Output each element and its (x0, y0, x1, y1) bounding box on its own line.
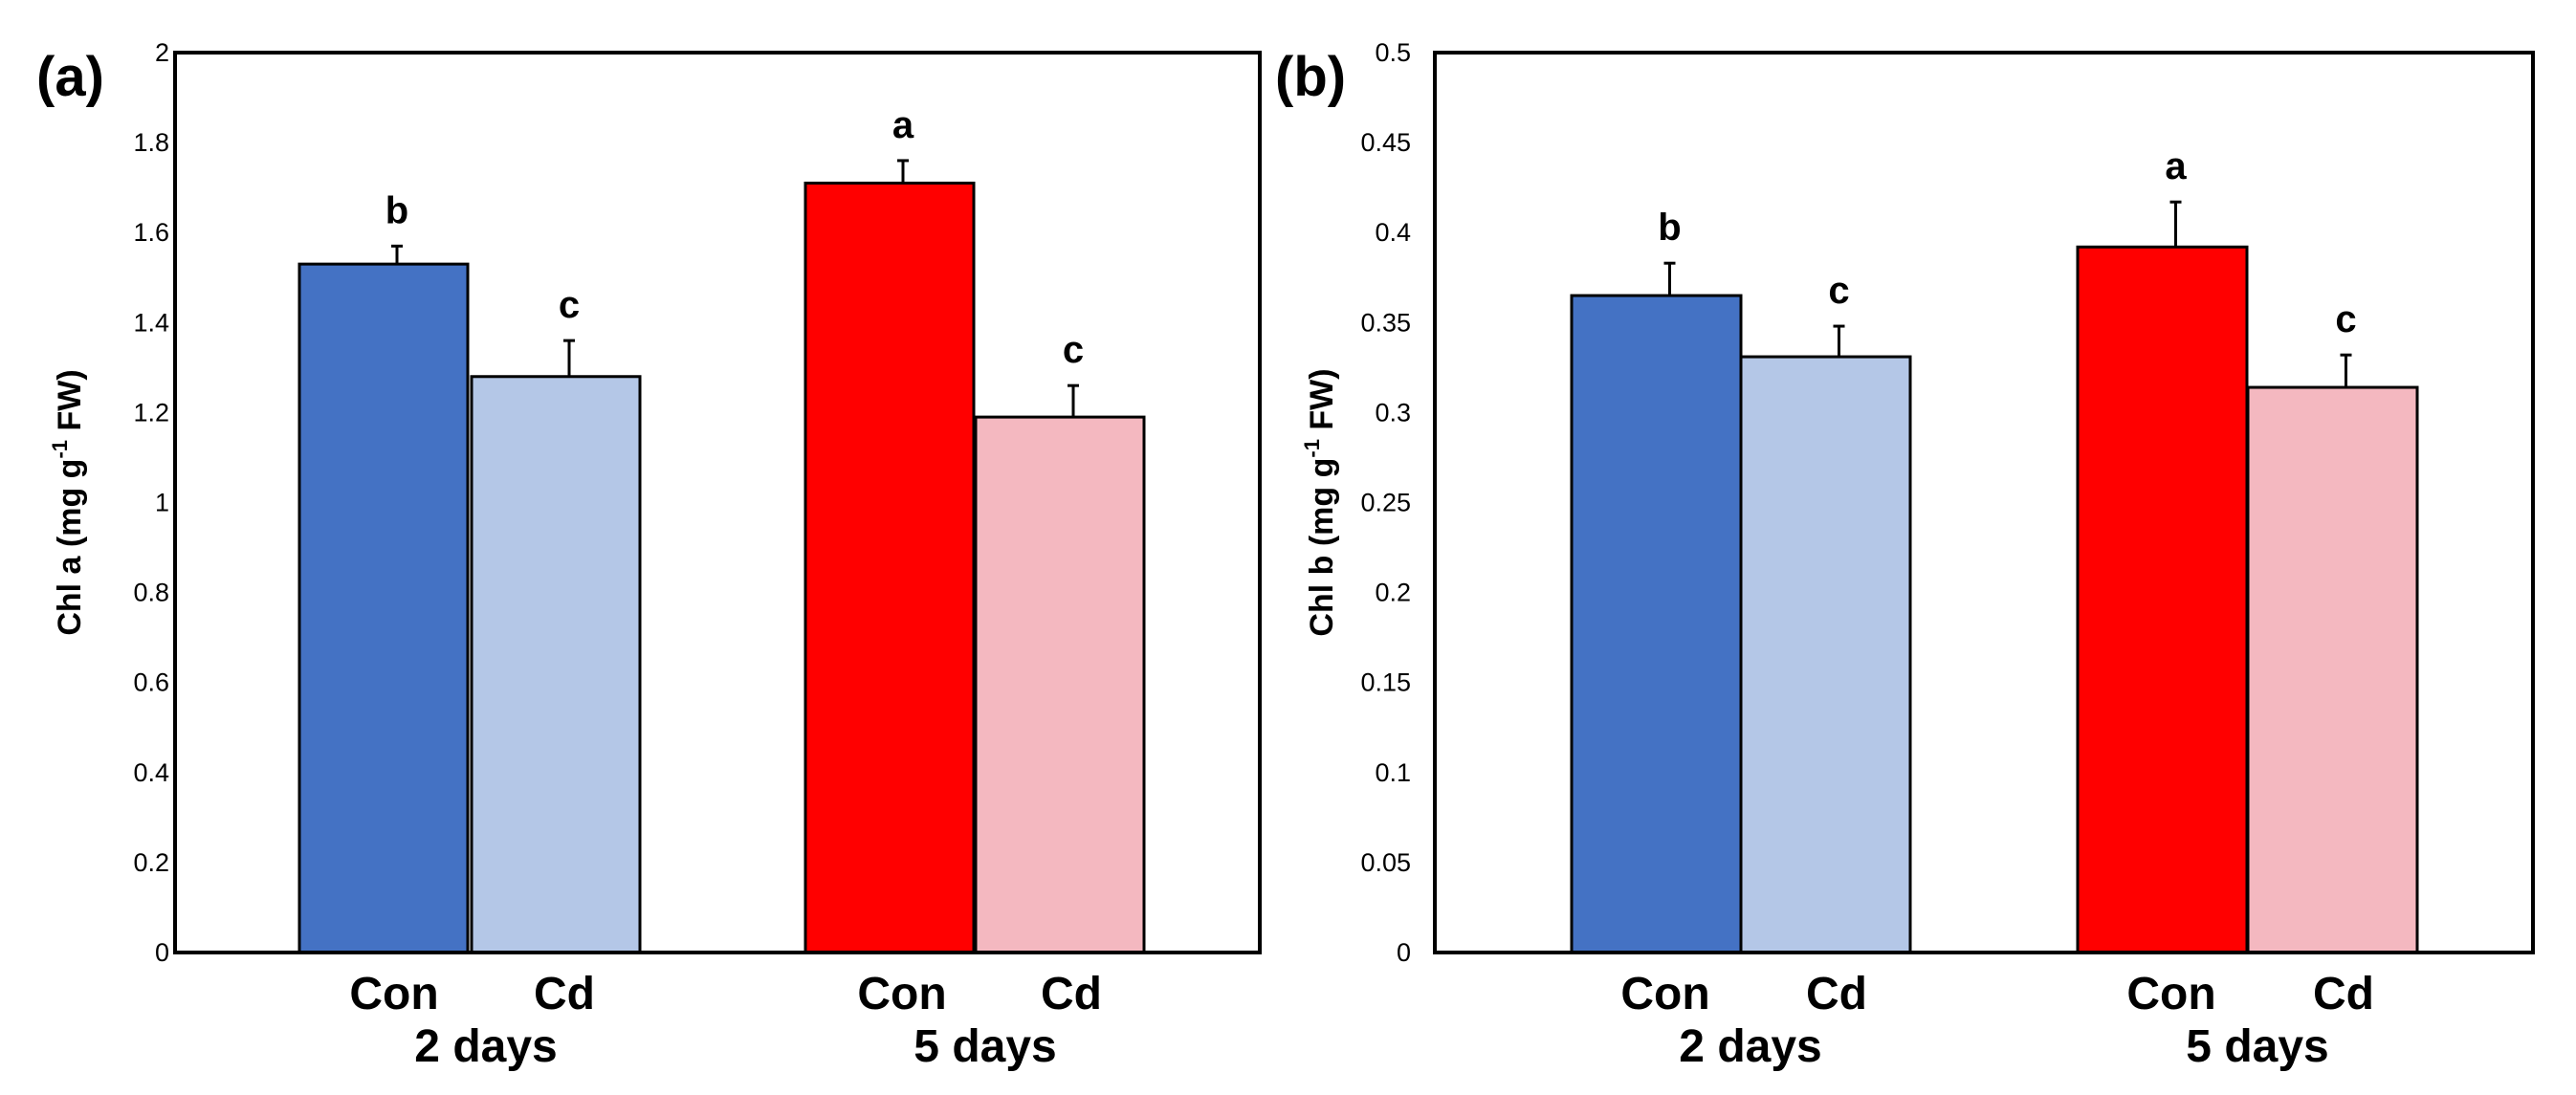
y-tick-label: 0 (1397, 938, 1411, 967)
significance-letter: c (2335, 298, 2356, 340)
category-label: Con (2126, 969, 2215, 1019)
category-label: Con (1620, 969, 1709, 1019)
y-axis-label-superscript: -1 (1300, 439, 1324, 458)
category-label: Con (349, 969, 438, 1019)
y-tick-label: 0.25 (1360, 489, 1411, 517)
y-tick-label: 0.2 (1375, 579, 1411, 607)
significance-letter: c (1828, 270, 1849, 312)
bar-2-days-cd (470, 375, 642, 954)
plot-frame (173, 51, 1262, 954)
y-axis-label-text-end: FW) (1304, 368, 1340, 439)
significance-letter: c (1063, 329, 1084, 371)
group-label: 5 days (914, 1021, 1056, 1072)
y-tick-label: 0.4 (1375, 218, 1411, 247)
y-tick-label: 2 (155, 38, 169, 67)
panel-label: (b) (1275, 46, 1346, 108)
category-label: Cd (2313, 969, 2374, 1019)
y-axis-label-text: Chl a (mg g (52, 459, 88, 636)
bar-5-days-con (804, 181, 976, 954)
bar-2-days-con (1570, 294, 1743, 954)
y-tick-label: 0 (155, 938, 169, 967)
y-axis-label: Chl b (mg g-1 FW) (1300, 368, 1340, 636)
plot-frame (1433, 51, 2535, 954)
y-tick-label: 1.4 (133, 308, 169, 337)
significance-letter: a (892, 104, 914, 146)
y-axis-label-text: Chl b (mg g (1304, 458, 1340, 637)
category-label: Cd (1806, 969, 1867, 1019)
y-tick-label: 1 (155, 489, 169, 517)
y-tick-label: 0.4 (133, 758, 169, 787)
y-tick-label: 0.15 (1360, 668, 1411, 697)
category-label: Con (857, 969, 946, 1019)
y-axis-label-superscript: -1 (48, 440, 72, 459)
significance-letter: c (559, 284, 580, 326)
panel-label: (a) (36, 46, 104, 108)
bar-5-days-cd (2246, 385, 2419, 954)
y-axis-label: Chl a (mg g-1 FW) (48, 369, 88, 635)
y-tick-label: 0.8 (133, 579, 169, 607)
y-tick-label: 0.05 (1360, 848, 1411, 877)
group-label: 2 days (414, 1021, 557, 1072)
y-tick-label: 0.5 (1375, 38, 1411, 67)
y-axis-label-text-end: FW) (52, 369, 88, 440)
y-tick-label: 1.6 (133, 218, 169, 247)
y-tick-label: 1.2 (133, 398, 169, 427)
category-label: Cd (1041, 969, 1102, 1019)
category-label: Cd (534, 969, 595, 1019)
y-tick-label: 0.45 (1360, 128, 1411, 157)
y-tick-label: 0.6 (133, 668, 169, 697)
bar-5-days-cd (974, 415, 1146, 954)
y-tick-label: 1.8 (133, 128, 169, 157)
chart-panel-a: (a) 0 0.2 0.4 0.6 0.8 1 1.2 1.4 1.6 1.8 2 Chl a (mg … (36, 38, 1262, 1072)
bar-5-days-con (2076, 245, 2249, 954)
y-tick-label: 0.35 (1360, 308, 1411, 337)
bar-2-days-con (297, 262, 470, 954)
significance-letter: b (385, 189, 408, 231)
group-label: 5 days (2186, 1021, 2328, 1072)
significance-letter: a (2165, 145, 2187, 187)
y-tick-label: 0.3 (1375, 398, 1411, 427)
group-label: 2 days (1679, 1021, 1821, 1072)
significance-letter: b (1658, 207, 1681, 249)
chart-panel-b: (b) 0 0.05 0.1 0.15 0.2 0.25 0.3 0.35 0.4 0.45 0.5 C… (1275, 38, 2535, 1072)
bar-2-days-cd (1739, 355, 1912, 954)
y-tick-label: 0.2 (133, 848, 169, 877)
y-tick-label: 0.1 (1375, 758, 1411, 787)
